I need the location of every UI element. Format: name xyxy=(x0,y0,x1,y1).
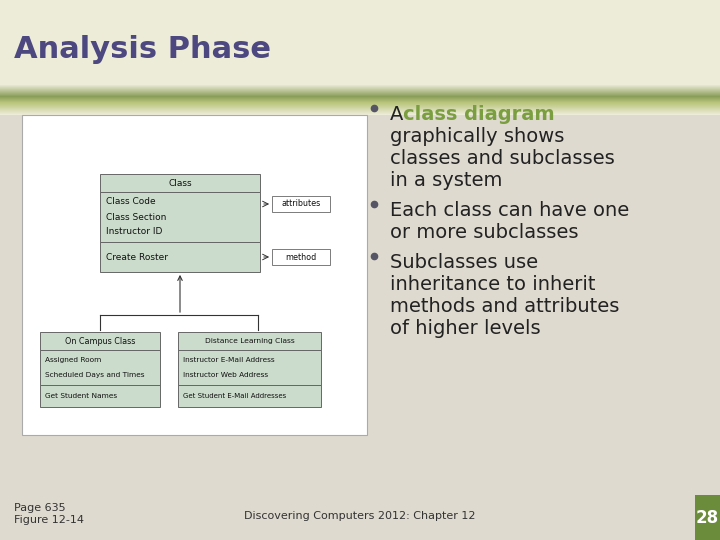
Bar xyxy=(0,113,720,115)
Bar xyxy=(0,86,720,88)
Text: graphically shows: graphically shows xyxy=(390,127,564,146)
Text: Figure 12-14: Figure 12-14 xyxy=(14,515,84,525)
Text: Each class can have one: Each class can have one xyxy=(390,201,629,220)
Text: Subclasses use: Subclasses use xyxy=(390,253,538,272)
Text: A: A xyxy=(390,105,410,124)
Bar xyxy=(40,385,160,407)
Bar xyxy=(0,111,720,113)
Text: Instructor ID: Instructor ID xyxy=(106,227,163,237)
Bar xyxy=(0,102,720,103)
Text: in a system: in a system xyxy=(390,171,503,190)
Bar xyxy=(0,98,720,100)
Bar xyxy=(695,495,720,540)
Bar xyxy=(0,106,720,108)
Bar xyxy=(0,92,720,94)
Bar xyxy=(0,107,720,109)
Bar xyxy=(0,100,720,102)
Bar xyxy=(0,94,720,96)
Bar xyxy=(40,332,160,350)
Bar xyxy=(0,103,720,104)
Text: Get Student E-Mail Addresses: Get Student E-Mail Addresses xyxy=(183,393,287,399)
Text: Assigned Room: Assigned Room xyxy=(45,357,102,363)
Text: attributes: attributes xyxy=(282,199,320,208)
Bar xyxy=(0,85,720,87)
Bar xyxy=(0,112,720,114)
Bar xyxy=(0,109,720,110)
Bar xyxy=(0,91,720,93)
Text: Get Student Names: Get Student Names xyxy=(45,393,117,399)
Bar xyxy=(0,104,720,105)
Text: Distance Learning Class: Distance Learning Class xyxy=(204,338,294,344)
Text: inheritance to inherit: inheritance to inherit xyxy=(390,275,595,294)
Bar xyxy=(0,84,720,86)
Text: Class: Class xyxy=(168,179,192,187)
Bar xyxy=(100,174,260,192)
Bar xyxy=(0,97,720,98)
Text: Instructor Web Address: Instructor Web Address xyxy=(183,372,268,378)
Text: Page 635: Page 635 xyxy=(14,503,66,513)
Bar xyxy=(178,385,321,407)
Bar xyxy=(0,110,720,111)
Text: methods and attributes: methods and attributes xyxy=(390,297,619,316)
Bar xyxy=(0,105,720,107)
Bar xyxy=(0,93,720,95)
Bar xyxy=(0,91,720,92)
Text: On Campus Class: On Campus Class xyxy=(65,336,135,346)
Bar xyxy=(100,242,260,272)
Bar xyxy=(0,90,720,91)
Bar xyxy=(0,96,720,97)
Text: Instructor E-Mail Address: Instructor E-Mail Address xyxy=(183,357,274,363)
Bar xyxy=(0,87,720,89)
Text: Class Code: Class Code xyxy=(106,198,156,206)
Bar xyxy=(0,98,720,99)
Text: class diagram: class diagram xyxy=(403,105,554,124)
Bar xyxy=(272,196,330,212)
Bar xyxy=(0,105,720,106)
Text: Class Section: Class Section xyxy=(106,213,166,221)
Bar xyxy=(40,350,160,385)
Text: Discovering Computers 2012: Chapter 12: Discovering Computers 2012: Chapter 12 xyxy=(244,511,476,521)
Text: 28: 28 xyxy=(696,509,719,527)
Text: Analysis Phase: Analysis Phase xyxy=(14,35,271,64)
Bar xyxy=(0,99,720,101)
Text: of higher levels: of higher levels xyxy=(390,319,541,338)
Bar xyxy=(178,332,321,350)
Bar xyxy=(0,111,720,112)
Text: Create Roster: Create Roster xyxy=(106,253,168,261)
Bar xyxy=(22,115,367,435)
Bar xyxy=(272,249,330,265)
Bar xyxy=(0,115,720,540)
Bar xyxy=(100,192,260,242)
Bar xyxy=(0,89,720,90)
Bar xyxy=(178,350,321,385)
Text: or more subclasses: or more subclasses xyxy=(390,223,578,242)
Text: method: method xyxy=(285,253,317,261)
Text: Scheduled Days and Times: Scheduled Days and Times xyxy=(45,372,145,378)
Text: classes and subclasses: classes and subclasses xyxy=(390,149,615,168)
